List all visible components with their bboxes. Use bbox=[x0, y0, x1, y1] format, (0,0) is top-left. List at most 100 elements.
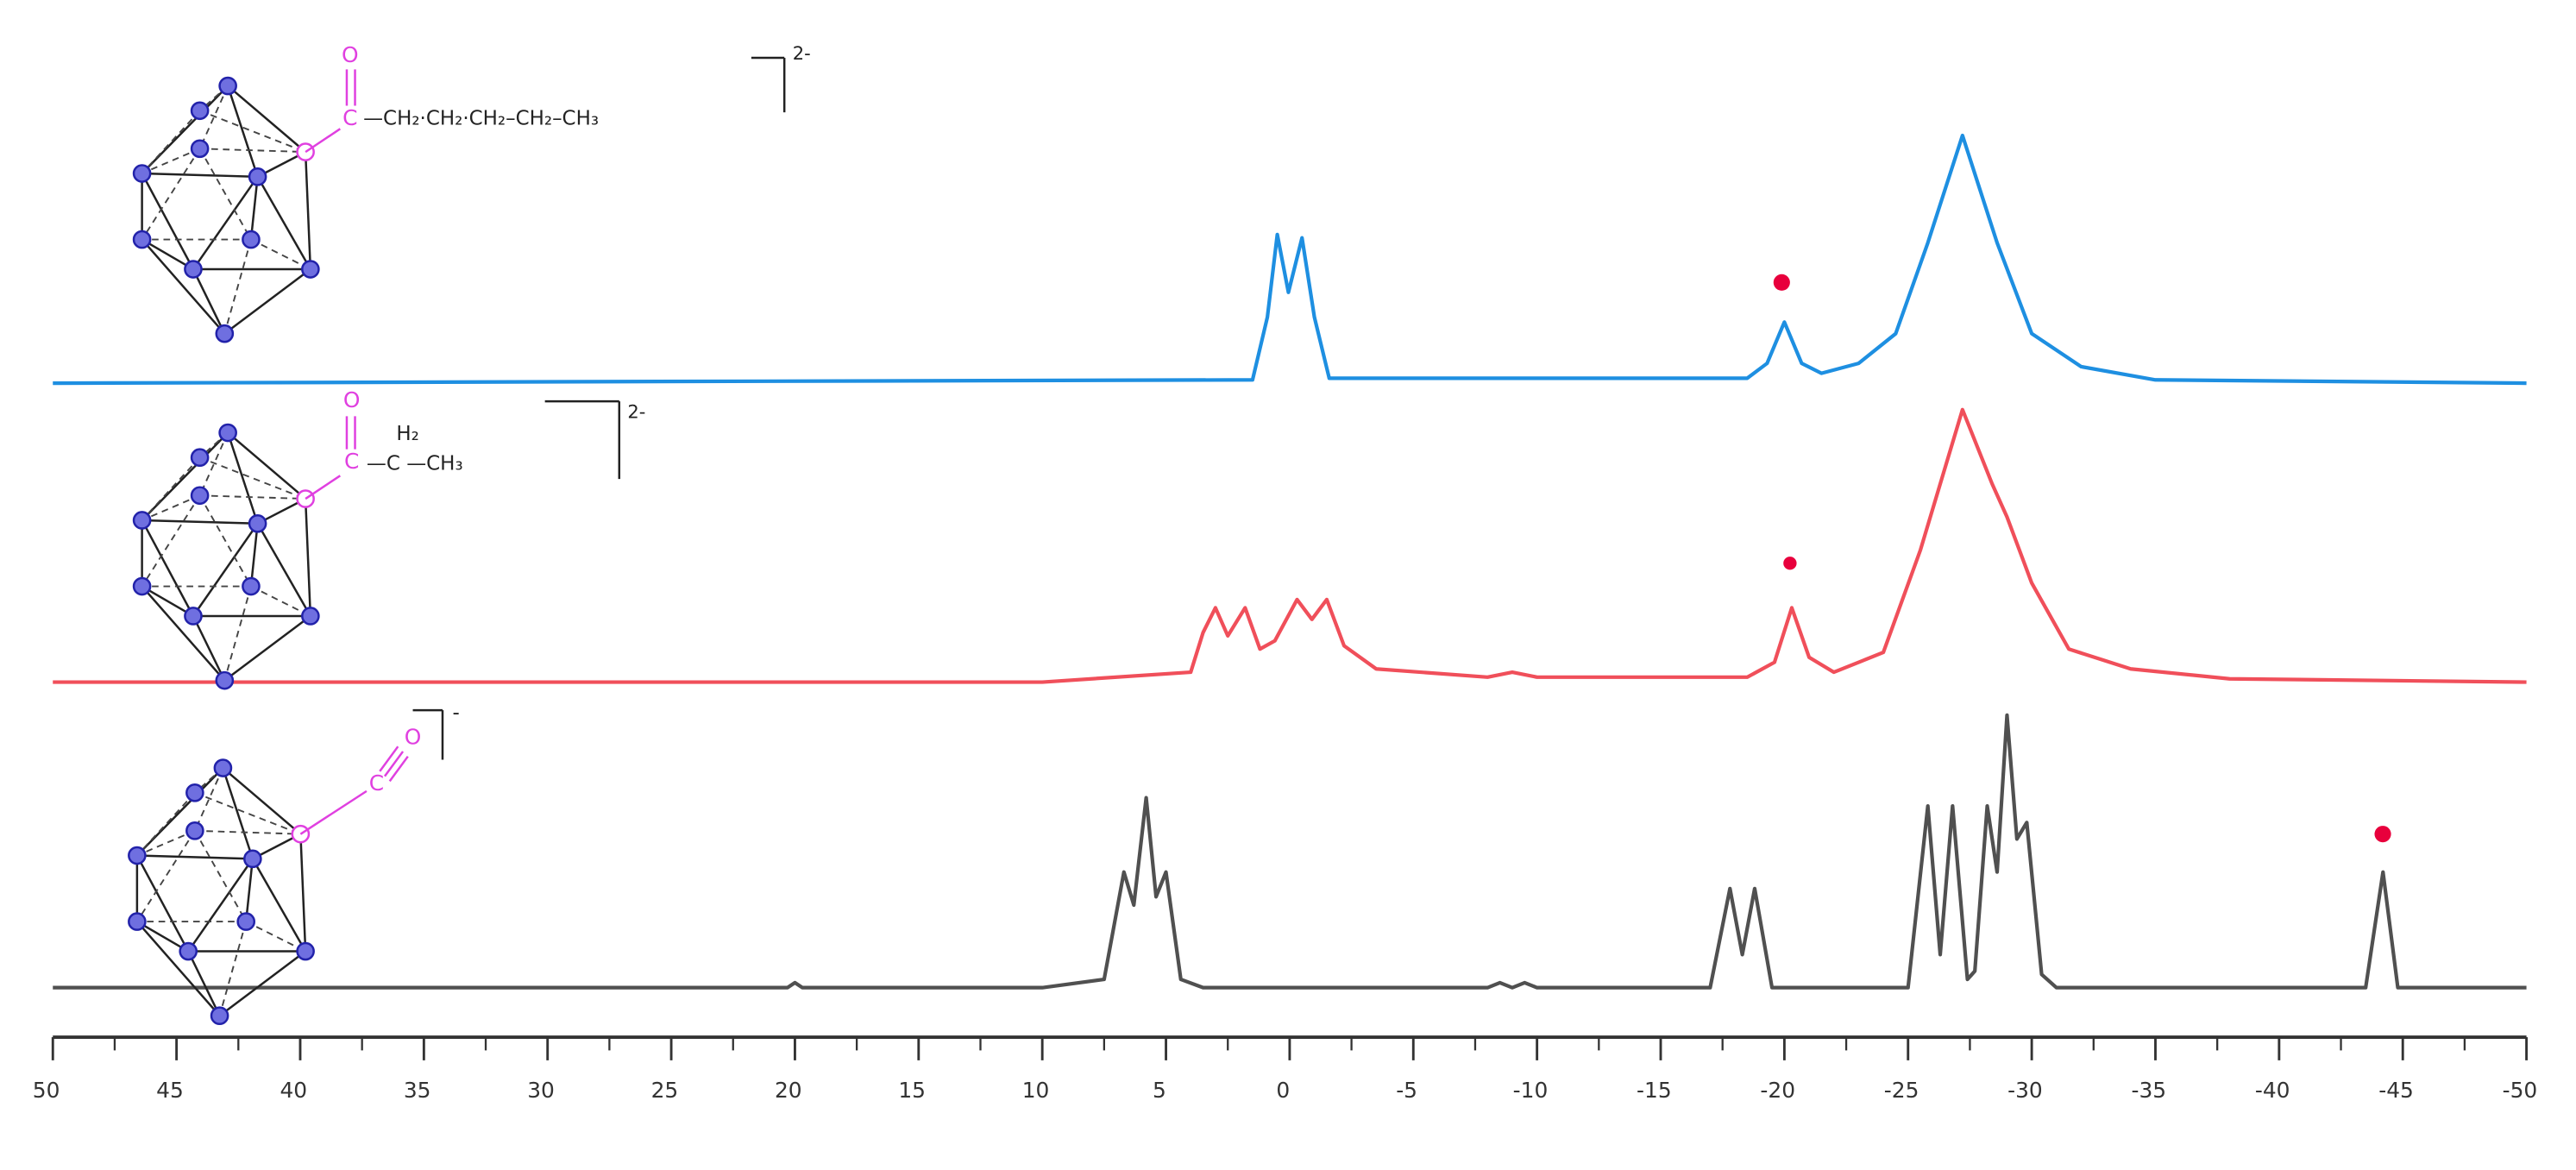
cage-edge bbox=[244, 859, 254, 922]
cage-edge bbox=[226, 85, 259, 178]
boron-atom bbox=[296, 489, 315, 508]
x-tick-label: 10 bbox=[1022, 1078, 1050, 1103]
boron-atom bbox=[296, 941, 315, 961]
x-tick-label: 0 bbox=[1276, 1078, 1290, 1103]
x-tick-label: -35 bbox=[2132, 1078, 2167, 1103]
cage-edge bbox=[249, 523, 259, 587]
cage-edge bbox=[141, 585, 194, 618]
bond bbox=[305, 128, 341, 154]
boron-atom bbox=[190, 448, 210, 468]
cage-edge bbox=[135, 854, 190, 953]
bond bbox=[383, 751, 405, 777]
x-tick-label: 35 bbox=[404, 1078, 431, 1103]
x-tick-label: -15 bbox=[1637, 1078, 1672, 1103]
cage-edge bbox=[299, 833, 307, 952]
cage-edge-hidden bbox=[199, 456, 306, 500]
cage-edge bbox=[141, 585, 226, 682]
x-tick-label: -40 bbox=[2255, 1078, 2290, 1103]
spectrum-line bbox=[53, 407, 2527, 684]
boron-atom bbox=[128, 912, 147, 931]
cage-edge bbox=[141, 519, 195, 617]
boron-atom bbox=[218, 76, 237, 96]
boron-atom bbox=[213, 758, 233, 777]
cage-edge bbox=[136, 854, 253, 860]
cage-edge-hidden bbox=[198, 148, 252, 241]
boron-atom bbox=[190, 486, 210, 506]
structure-label: C bbox=[344, 449, 359, 474]
cage-edge bbox=[192, 615, 226, 682]
cage-edge bbox=[192, 268, 226, 335]
x-tick-label: -5 bbox=[1396, 1078, 1417, 1103]
cage-edge bbox=[136, 921, 189, 953]
cage-edge bbox=[192, 176, 259, 270]
boron-atom bbox=[215, 670, 235, 690]
boron-atom bbox=[301, 260, 320, 279]
cage-edge-hidden bbox=[223, 239, 252, 334]
cage-edge bbox=[141, 173, 195, 270]
cage-edge-hidden bbox=[136, 830, 196, 922]
spectrum-line bbox=[53, 133, 2527, 386]
structure-label: O bbox=[405, 725, 422, 750]
cage-edge-hidden bbox=[194, 830, 248, 922]
boron-atom bbox=[132, 576, 152, 596]
boron-atom bbox=[242, 576, 261, 596]
boron-atom bbox=[296, 142, 315, 161]
cage-edge-hidden bbox=[199, 494, 306, 500]
cage-edge-hidden bbox=[199, 148, 306, 154]
x-tick-label: 15 bbox=[898, 1078, 926, 1103]
boron-atom bbox=[184, 607, 203, 626]
cage-edge bbox=[135, 921, 221, 1017]
cage-edge-hidden bbox=[194, 791, 301, 835]
boron-atom bbox=[184, 260, 203, 279]
boron-atom bbox=[128, 846, 147, 865]
x-tick-label: -10 bbox=[1513, 1078, 1549, 1103]
boron-atom bbox=[236, 912, 256, 931]
boron-atom bbox=[132, 511, 152, 530]
marker-dot bbox=[1773, 274, 1790, 291]
structure-label: H₂ bbox=[396, 423, 418, 445]
structure-label: 2- bbox=[627, 401, 645, 423]
cage-edge-hidden bbox=[194, 829, 301, 835]
bond bbox=[299, 789, 368, 835]
boron-atom bbox=[190, 101, 210, 121]
cage-edge bbox=[251, 858, 307, 953]
x-tick-label: 30 bbox=[527, 1078, 555, 1103]
boron-atom bbox=[179, 941, 198, 961]
cage-edge-hidden bbox=[136, 792, 196, 857]
bond bbox=[305, 475, 341, 500]
cage-edge-hidden bbox=[218, 921, 248, 1016]
cage-edge bbox=[222, 767, 254, 859]
cage-edge bbox=[187, 951, 221, 1016]
cage-edge-hidden bbox=[141, 494, 200, 521]
x-tick-label: -45 bbox=[2378, 1078, 2414, 1103]
boron-atom bbox=[248, 513, 267, 533]
cage-edge bbox=[304, 499, 312, 617]
cage-edge-hidden bbox=[141, 456, 201, 521]
cage-edge bbox=[222, 767, 302, 835]
structure-label: O bbox=[342, 42, 359, 67]
cage-edge bbox=[141, 238, 226, 335]
x-tick-label: 40 bbox=[280, 1078, 307, 1103]
boron-atom bbox=[132, 230, 152, 249]
x-tick-label: 5 bbox=[1153, 1078, 1166, 1103]
structure-label: - bbox=[452, 701, 459, 724]
cage-edge bbox=[141, 519, 258, 525]
x-tick-label: -20 bbox=[1760, 1078, 1795, 1103]
cage-edge-hidden bbox=[136, 829, 196, 857]
structure-label: 2- bbox=[793, 42, 811, 64]
boron-atom bbox=[215, 324, 235, 343]
boron-atom bbox=[185, 783, 204, 802]
cage-edge bbox=[135, 767, 224, 857]
cage-edge-hidden bbox=[223, 586, 252, 681]
x-tick-label: 25 bbox=[651, 1078, 679, 1103]
cage-edge bbox=[256, 523, 311, 617]
cage-edge-hidden bbox=[198, 494, 252, 588]
boron-atom bbox=[210, 1006, 229, 1026]
boron-atom bbox=[242, 230, 261, 249]
cage-edge bbox=[249, 176, 259, 240]
x-tick-label: 45 bbox=[156, 1078, 184, 1103]
x-tick-label: 50 bbox=[33, 1078, 60, 1103]
boron-atom bbox=[190, 139, 210, 159]
x-tick-label: -25 bbox=[1884, 1078, 1919, 1103]
marker-dot bbox=[2374, 826, 2391, 843]
